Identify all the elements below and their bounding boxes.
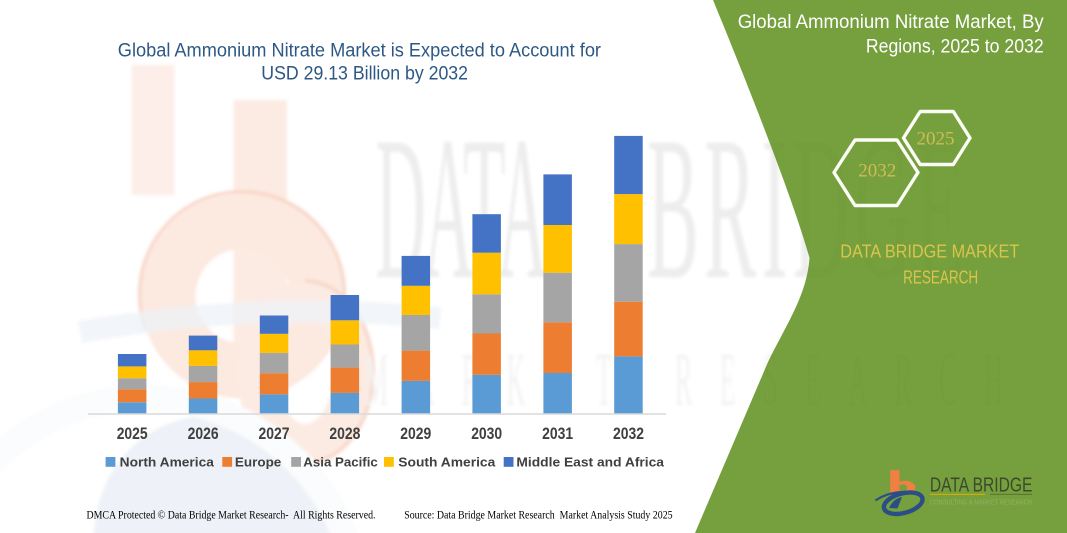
svg-text:RESEARCH: RESEARCH	[903, 268, 978, 288]
svg-text:Middle East and Africa: Middle East and Africa	[516, 455, 665, 469]
svg-text:2030: 2030	[471, 425, 502, 443]
svg-text:2032: 2032	[613, 425, 644, 443]
svg-text:2025: 2025	[117, 425, 148, 443]
svg-text:Global Ammonium Nitrate Market: Global Ammonium Nitrate Market is Expect…	[118, 39, 602, 61]
svg-text:2026: 2026	[188, 425, 219, 443]
svg-text:Global Ammonium Nitrate Market: Global Ammonium Nitrate Market, By	[738, 11, 1044, 33]
svg-text:2029: 2029	[400, 425, 431, 443]
svg-text:South America: South America	[398, 455, 496, 469]
svg-text:USD 29.13 Billion by 2032: USD 29.13 Billion by 2032	[261, 62, 468, 84]
svg-text:2031: 2031	[542, 425, 573, 443]
svg-text:DATA BRIDGE MARKET: DATA BRIDGE MARKET	[840, 242, 1019, 262]
svg-text:DATA BRIDGE: DATA BRIDGE	[930, 474, 1033, 496]
svg-text:Asia Pacific: Asia Pacific	[303, 455, 378, 469]
svg-text:2032: 2032	[858, 160, 896, 181]
svg-text:Europe: Europe	[235, 455, 281, 469]
svg-text:Regions, 2025 to 2032: Regions, 2025 to 2032	[866, 36, 1044, 58]
svg-text:Source: Data Bridge Market Res: Source: Data Bridge Market Research Mark…	[404, 510, 673, 522]
svg-text:2027: 2027	[259, 425, 290, 443]
svg-text:DATA: DATA	[376, 96, 548, 322]
svg-text:2025: 2025	[917, 128, 955, 149]
svg-text:CONSULTING & MARKET RESEARCH: CONSULTING & MARKET RESEARCH	[930, 498, 1032, 507]
svg-text:DMCA Protected © Data Bridge M: DMCA Protected © Data Bridge Market Rese…	[87, 510, 376, 522]
svg-text:North America: North America	[120, 455, 215, 469]
svg-text:2028: 2028	[329, 425, 360, 443]
